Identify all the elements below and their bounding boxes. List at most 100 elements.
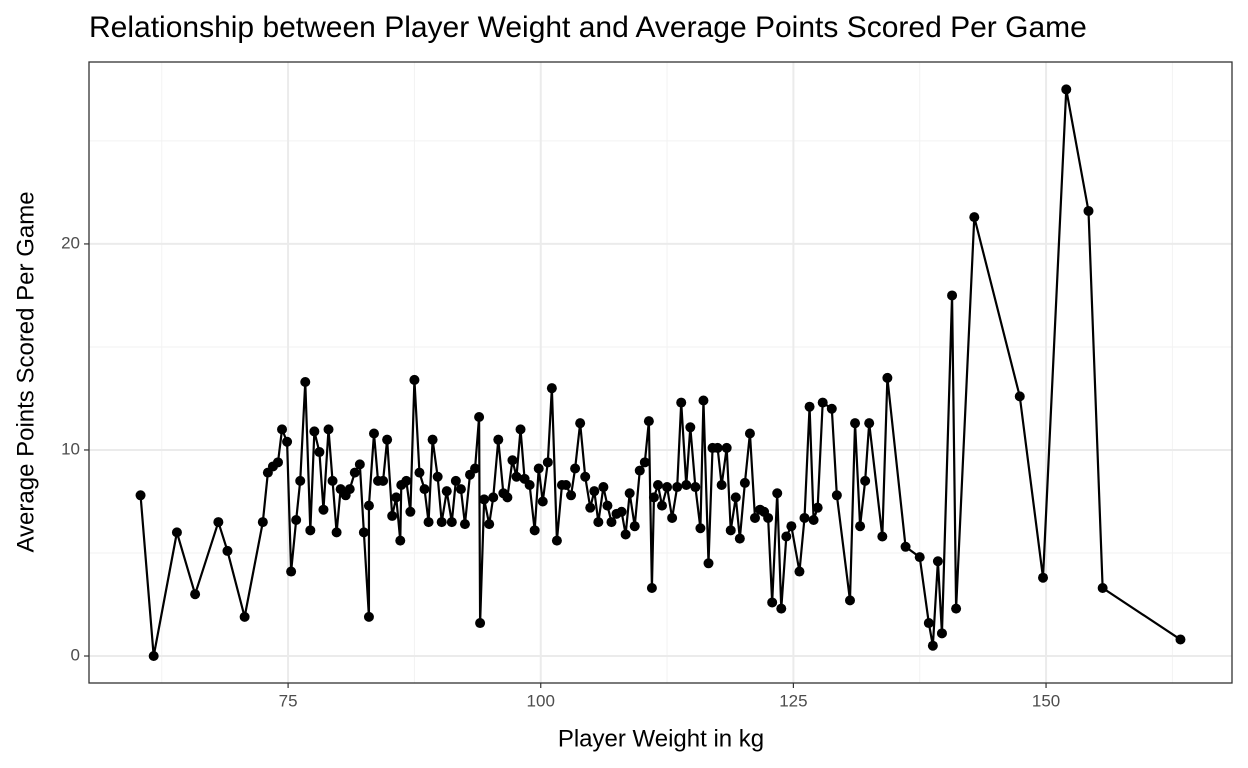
data-point (378, 475, 389, 486)
data-point (927, 640, 938, 651)
y-tick-label: 10 (61, 439, 80, 458)
data-point (427, 434, 438, 445)
data-point (877, 531, 888, 542)
data-point (323, 424, 334, 435)
data-point (450, 475, 461, 486)
data-point (676, 397, 687, 408)
data-point (300, 376, 311, 387)
data-point (533, 463, 544, 474)
data-point (484, 519, 495, 530)
data-point (282, 436, 293, 447)
data-point (947, 290, 958, 301)
data-point (423, 517, 434, 528)
data-point (794, 566, 805, 577)
data-point (395, 535, 406, 546)
data-point (272, 457, 283, 468)
data-point (1014, 391, 1025, 402)
data-point (804, 401, 815, 412)
data-point (734, 533, 745, 544)
data-point (368, 428, 379, 439)
data-point (190, 589, 201, 600)
data-point (716, 479, 727, 490)
data-point (772, 488, 783, 499)
data-point (575, 418, 586, 429)
data-point (624, 488, 635, 499)
data-point (826, 403, 837, 414)
data-point (382, 434, 393, 445)
data-point (646, 583, 657, 594)
data-point (542, 457, 553, 468)
data-point (900, 541, 911, 552)
y-tick-label: 0 (71, 645, 80, 664)
data-point (344, 484, 355, 495)
data-point (685, 422, 696, 433)
data-point (662, 482, 673, 493)
data-point (309, 426, 320, 437)
data-point (570, 463, 581, 474)
data-point (831, 490, 842, 501)
data-point (314, 447, 325, 458)
data-point (781, 531, 792, 542)
data-point (634, 465, 645, 476)
data-point (327, 475, 338, 486)
x-tick-label: 100 (527, 691, 555, 710)
data-point (148, 651, 159, 662)
data-point (354, 459, 365, 470)
data-point (277, 424, 288, 435)
data-point (932, 556, 943, 567)
data-point (606, 517, 617, 528)
data-point (844, 595, 855, 606)
data-point (507, 455, 518, 466)
data-point (652, 479, 663, 490)
data-point (739, 477, 750, 488)
data-point (171, 527, 182, 538)
data-point (1061, 84, 1072, 95)
data-point (1038, 572, 1049, 583)
data-point (860, 475, 871, 486)
data-point (882, 372, 893, 383)
data-point (695, 523, 706, 534)
data-point (681, 479, 692, 490)
data-point (629, 521, 640, 532)
data-point (566, 490, 577, 501)
data-point (135, 490, 146, 501)
data-point (349, 467, 360, 478)
data-point (1097, 583, 1108, 594)
data-point (703, 558, 714, 569)
x-axis-title: Player Weight in kg (558, 725, 764, 752)
data-point (721, 442, 732, 453)
data-point (951, 603, 962, 614)
data-point (475, 618, 486, 629)
data-point (441, 486, 452, 497)
data-point (698, 395, 709, 406)
chart-title: Relationship between Player Weight and A… (89, 11, 1087, 44)
data-point (616, 506, 627, 517)
data-point (318, 504, 329, 515)
data-point (493, 434, 504, 445)
data-point (524, 479, 535, 490)
data-point (409, 374, 420, 385)
data-point (432, 471, 443, 482)
data-point (295, 475, 306, 486)
data-point (1083, 205, 1094, 216)
data-point (923, 618, 934, 629)
data-point (667, 512, 678, 523)
data-point (561, 479, 572, 490)
x-tick-label: 150 (1032, 691, 1060, 710)
data-point (817, 397, 828, 408)
data-point (812, 502, 823, 513)
data-point (455, 484, 466, 495)
data-point (479, 494, 490, 505)
data-point (459, 519, 470, 530)
data-point (763, 512, 774, 523)
data-point (401, 475, 412, 486)
x-tick-label: 75 (279, 691, 298, 710)
data-point (643, 416, 654, 427)
data-point (730, 492, 741, 503)
data-point (657, 500, 668, 511)
data-point (639, 457, 650, 468)
data-point (537, 496, 548, 507)
data-point (470, 463, 481, 474)
data-point (712, 442, 723, 453)
x-tick-label: 125 (779, 691, 807, 710)
